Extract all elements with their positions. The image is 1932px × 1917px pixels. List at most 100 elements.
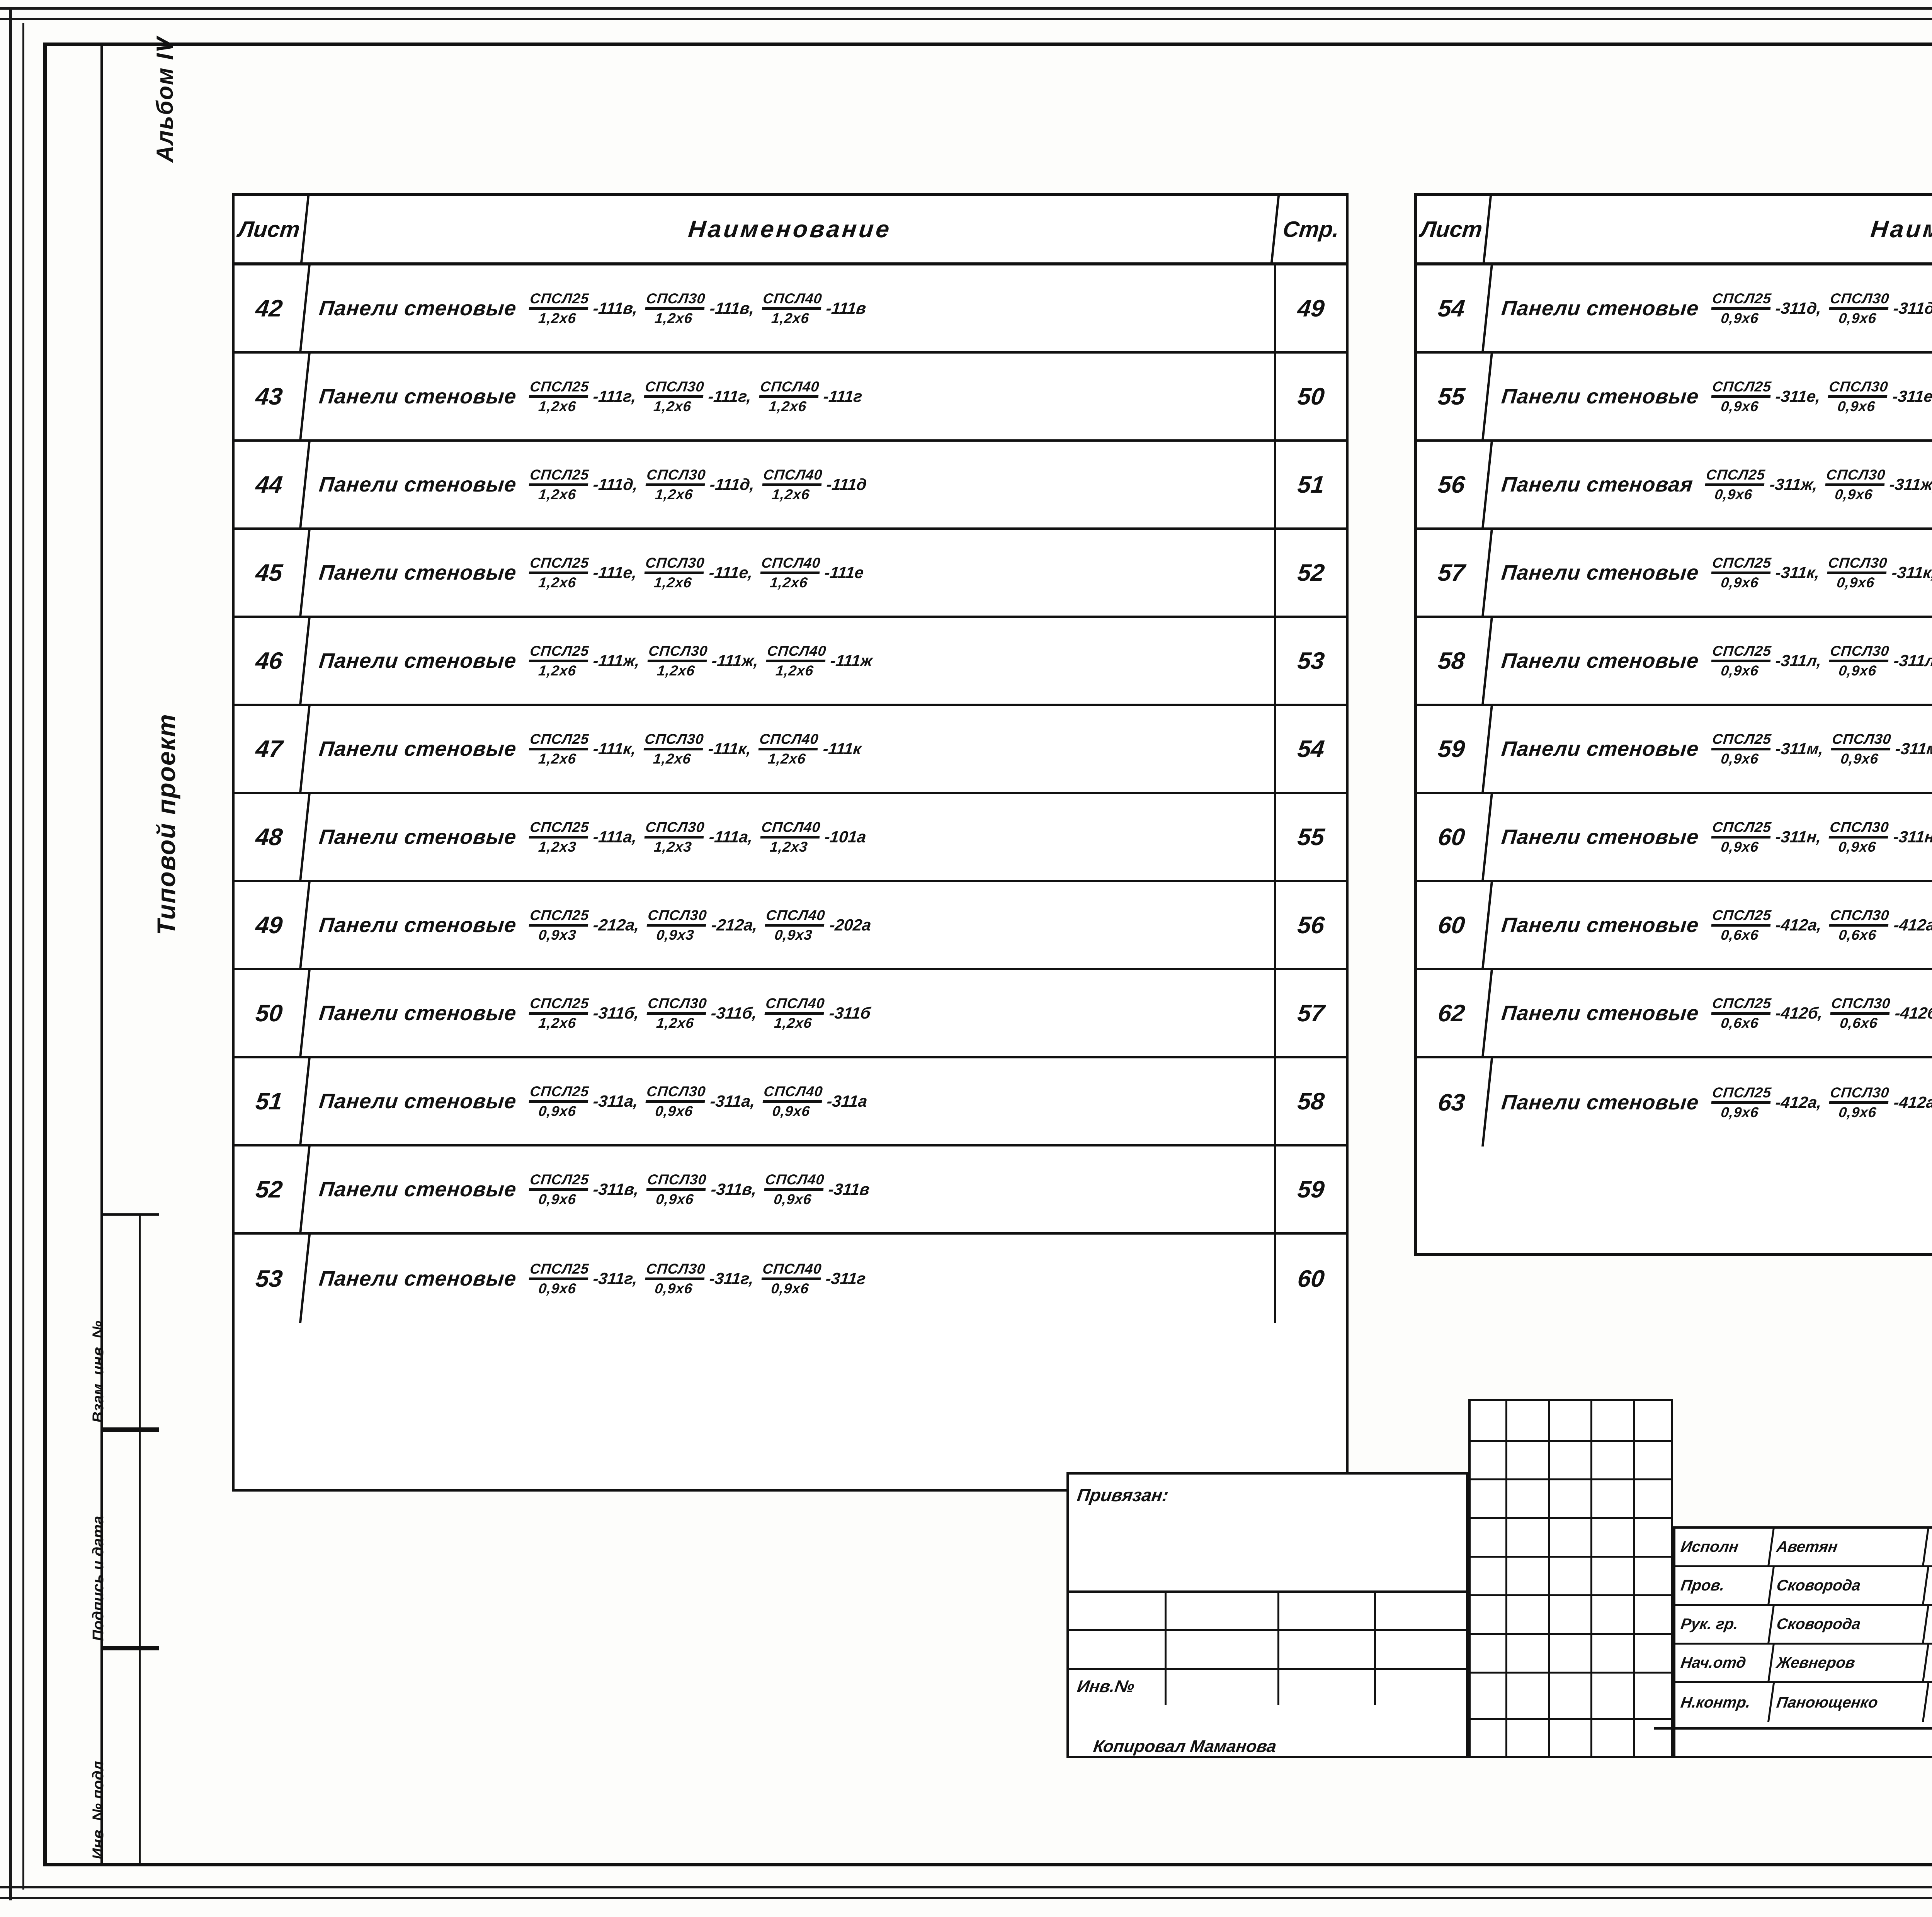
panel-mark-fraction: СПСЛ25 1,2х6: [527, 467, 590, 502]
fraction-bar: [644, 395, 703, 398]
cell-name: Панели стеновая СПСЛ25 0,9х6 -311ж, СПСЛ30 0,…: [1488, 442, 1932, 527]
panel-mark-suffix: -111е,: [592, 563, 638, 582]
cell-name: Панели стеновые СПСЛ25 0,9х3 -212а, СПСЛ30 0,…: [306, 882, 1276, 968]
panel-designation: Панели стеновые СПСЛ25 1,2х6 -111г, СПСЛ30 1,…: [318, 378, 867, 414]
panel-mark-fraction: СПСЛ25 0,9х6: [527, 1261, 590, 1296]
fraction-bar: [762, 307, 821, 310]
panel-mark-suffix: -111ж: [829, 651, 874, 670]
cell-sheet-number: 60: [1412, 882, 1493, 968]
panel-lead-text: Панели стеновые: [318, 385, 518, 408]
panel-designation: Панели стеновые СПСЛ25 1,2х6 -111ж, СПСЛ30 1,…: [318, 643, 878, 679]
cell-sheet-number: 52: [230, 1146, 311, 1232]
panel-designation: Панели стеновые СПСЛ25 0,9х3 -212а, СПСЛ30 0,…: [318, 907, 876, 943]
fraction-bar: [643, 747, 703, 750]
fraction-bar: [1705, 483, 1765, 486]
fraction-denominator: 1,2х6: [537, 398, 577, 414]
cell-name: Панели стеновые СПСЛ25 0,9х6 -311а, СПСЛ30 0,…: [306, 1058, 1276, 1144]
fraction-bar: [1828, 835, 1888, 839]
table-body-left: 42 Панели стеновые СПСЛ25 1,2х6 -111в, СПСЛ30…: [230, 265, 1346, 1323]
fraction-numerator: СПСЛ25: [529, 731, 590, 747]
grid-line-horizontal: [1471, 1718, 1673, 1720]
fraction-denominator: 0,9х6: [1720, 662, 1760, 679]
fraction-denominator: 1,2х6: [537, 1015, 577, 1031]
fraction-bar: [647, 659, 707, 662]
fraction-bar: [1831, 747, 1890, 750]
fraction-numerator: СПСЛ25: [529, 907, 590, 923]
fraction-denominator: 1,2х6: [770, 310, 810, 326]
panel-mark-suffix: -311а,: [592, 1092, 639, 1110]
cell-sheet-number: 50: [230, 970, 311, 1056]
panel-mark-suffix: -212а,: [710, 916, 759, 934]
cell-page-number: 52: [1296, 559, 1326, 586]
fraction-denominator: 1,2х6: [654, 310, 694, 326]
table-row: 57 Панели стеновые СПСЛ25 0,9х6 -311к, СПСЛ30…: [1412, 530, 1932, 618]
privyazan-label: Привязан:: [1076, 1485, 1170, 1505]
fraction-numerator: СПСЛ25: [1711, 819, 1772, 835]
fraction-bar: [529, 395, 588, 398]
panel-designation: Панели стеновые СПСЛ25 0,9х6 -311а, СПСЛ30 0,…: [318, 1084, 873, 1119]
fraction-numerator: СПСЛ40: [760, 555, 821, 571]
panel-mark-suffix: -111в: [825, 299, 867, 317]
panel-mark-suffix: -111в,: [709, 299, 755, 317]
cell-name: Панели стеновые СПСЛ25 0,6х6 -412б, СПСЛ30 0,…: [1488, 970, 1932, 1056]
panel-mark-suffix: -311л,: [1893, 651, 1932, 670]
fraction-bar: [644, 571, 704, 574]
stamp-cell-divider: [139, 1432, 141, 1646]
panel-designation: Панели стеновые СПСЛ25 1,2х6 -111к, СПСЛ30 1,…: [318, 731, 867, 767]
fraction-numerator: СПСЛ25: [529, 819, 590, 835]
panel-mark-fraction: СПСЛ30 0,9х6: [1828, 1085, 1890, 1120]
fraction-bar: [759, 395, 818, 398]
panel-mark-suffix: -311е,: [1891, 387, 1932, 405]
fraction-denominator: 0,9х6: [1720, 398, 1760, 414]
fraction-denominator: 0,9х6: [773, 1191, 813, 1207]
fraction-bar: [529, 1277, 588, 1280]
panel-designation: Панели стеновые СПСЛ25 0,9х6 -311в, СПСЛ30 0,…: [318, 1172, 875, 1207]
fraction-bar: [764, 1012, 824, 1015]
fraction-denominator: 1,2х6: [767, 750, 807, 767]
panel-mark-fraction: СПСЛ40 0,9х6: [761, 1084, 823, 1119]
cell-sheet-number: 56: [1412, 442, 1493, 527]
signature-row: Рук. гр.Сковорода05.80: [1673, 1606, 1932, 1645]
panel-lead-text: Панели стеновые: [318, 561, 518, 584]
fraction-bar: [646, 1188, 706, 1191]
panel-mark-suffix: -412а,: [1893, 1093, 1932, 1111]
fraction-numerator: СПСЛ30: [645, 290, 706, 306]
fraction-numerator: СПСЛ30: [644, 378, 705, 395]
cell-page-number: 57: [1296, 1000, 1326, 1027]
panel-mark-suffix: -111к,: [592, 740, 637, 758]
cell-name: Панели стеновые СПСЛ25 1,2х6 -311б, СПСЛ30 1,…: [306, 970, 1276, 1056]
fraction-numerator: СПСЛ40: [766, 643, 827, 659]
fraction-bar: [529, 1100, 588, 1103]
column-header-sheet: Лист: [231, 196, 310, 262]
fraction-bar: [645, 1277, 704, 1280]
panel-designation: Панели стеновые СПСЛ25 0,6х6 -412б, СПСЛ30 0,…: [1500, 995, 1932, 1031]
fraction-numerator: СПСЛ30: [647, 907, 708, 923]
table-row: 52 Панели стеновые СПСЛ25 0,9х6 -311в, СПСЛ30…: [230, 1146, 1346, 1235]
fraction-bar: [759, 747, 818, 750]
fraction-denominator: 1,2х6: [537, 574, 577, 590]
panel-mark-fraction: СПСЛ40 1,2х6: [764, 643, 827, 679]
fraction-numerator: СПСЛ30: [1829, 290, 1890, 306]
signature-table: ИсполнАветян05.80Пров.Сковорода05.80Рук.…: [1672, 1526, 1932, 1758]
fraction-denominator: 0,9х3: [537, 927, 577, 943]
fraction-bar: [1711, 924, 1770, 927]
stamp-cell-podpis-data: Подпись и дата: [90, 1430, 159, 1648]
panel-mark-suffix: -311б: [828, 1004, 872, 1022]
cell-sheet-number: 57: [1412, 530, 1493, 616]
scan-edge-top: [0, 7, 1932, 10]
panel-mark-suffix: -111к: [822, 740, 862, 758]
cell-name: Панели стеновые СПСЛ25 0,6х6 -412а, СПСЛ30 0,…: [1488, 882, 1932, 968]
fraction-denominator: 0,9х6: [1838, 310, 1878, 326]
cell-name: Панели стеновые СПСЛ25 1,2х6 -111д, СПСЛ30 1,…: [306, 442, 1276, 527]
stamp-cell-divider: [139, 1216, 141, 1427]
fraction-denominator: 1,2х6: [537, 486, 577, 502]
stamp-label-vzam-inv: Взам. инв. №: [90, 1320, 107, 1423]
stamp-cell-vzam-inv: Взам. инв. №: [90, 1213, 159, 1430]
table-row: 56 Панели стеновая СПСЛ25 0,9х6 -311ж, СПСЛ30…: [1412, 442, 1932, 530]
cell-name: Панели стеновые СПСЛ25 1,2х6 -111е, СПСЛ30 1,…: [306, 530, 1276, 616]
fraction-denominator: 0,9х6: [1714, 486, 1754, 502]
fraction-denominator: 0,6х6: [1839, 1015, 1879, 1031]
panel-mark-suffix: -311н,: [1892, 828, 1932, 846]
fraction-numerator: СПСЛ25: [1711, 995, 1772, 1011]
